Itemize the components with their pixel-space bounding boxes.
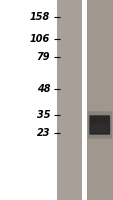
FancyBboxPatch shape (90, 123, 108, 133)
Bar (86, 0, 113, 200)
Text: 106: 106 (30, 34, 50, 44)
FancyBboxPatch shape (87, 111, 111, 139)
FancyBboxPatch shape (89, 115, 109, 135)
Bar (56, 0, 81, 200)
Text: 35: 35 (36, 110, 50, 120)
Text: 23: 23 (36, 128, 50, 138)
Text: 48: 48 (36, 84, 50, 94)
Text: 79: 79 (36, 52, 50, 62)
Text: 158: 158 (30, 12, 50, 22)
